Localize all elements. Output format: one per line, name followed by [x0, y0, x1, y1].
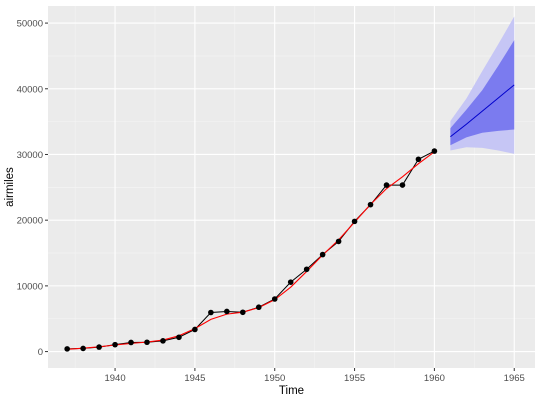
x-tick-label: 1955 — [344, 373, 365, 384]
x-tick-label: 1965 — [504, 373, 525, 384]
y-tick-label: 20000 — [17, 216, 43, 227]
major-gridlines — [48, 6, 535, 368]
data-point — [367, 201, 374, 208]
data-point — [144, 339, 150, 346]
fitted-line — [67, 151, 435, 350]
data-point — [399, 182, 406, 188]
x-tick-label: 1940 — [104, 373, 125, 384]
y-tick-label: 30000 — [17, 150, 43, 161]
data-point — [351, 218, 358, 225]
y-tick-label: 10000 — [17, 281, 43, 292]
forecast-interval-80 — [450, 40, 515, 146]
forecast-line — [450, 84, 515, 138]
data-point — [224, 308, 230, 315]
y-axis: 0 10000 20000 30000 40000 50000 — [17, 19, 48, 358]
data-point — [176, 334, 182, 341]
x-tick-label: 1950 — [264, 373, 285, 384]
y-tick-label: 0 — [38, 347, 43, 358]
data-point — [192, 326, 198, 333]
data-point — [383, 182, 390, 188]
forecast-intervals — [450, 16, 515, 154]
y-tick-label: 40000 — [17, 84, 43, 95]
data-point — [112, 341, 118, 348]
x-axis-title: Time — [279, 385, 304, 397]
data-point — [208, 309, 214, 316]
x-tick-label: 1960 — [424, 373, 445, 384]
data-point — [128, 339, 134, 346]
data-point — [96, 344, 102, 350]
data-point — [319, 251, 326, 258]
x-axis: 1940 1945 1950 1955 1960 1965 — [104, 368, 525, 384]
data-point — [287, 279, 294, 285]
plot-panel — [48, 6, 535, 368]
x-tick-label: 1945 — [184, 373, 205, 384]
data-point — [64, 346, 70, 352]
y-axis-title: airmiles — [4, 167, 16, 207]
data-point — [255, 304, 262, 311]
observed-points — [64, 148, 438, 352]
data-point — [271, 296, 278, 302]
data-point — [415, 156, 422, 163]
data-point — [240, 309, 246, 316]
y-tick-label: 50000 — [17, 19, 43, 30]
data-point — [431, 148, 438, 154]
data-point — [160, 338, 166, 344]
data-point — [335, 238, 342, 245]
data-point — [80, 345, 86, 352]
data-point — [303, 266, 310, 273]
